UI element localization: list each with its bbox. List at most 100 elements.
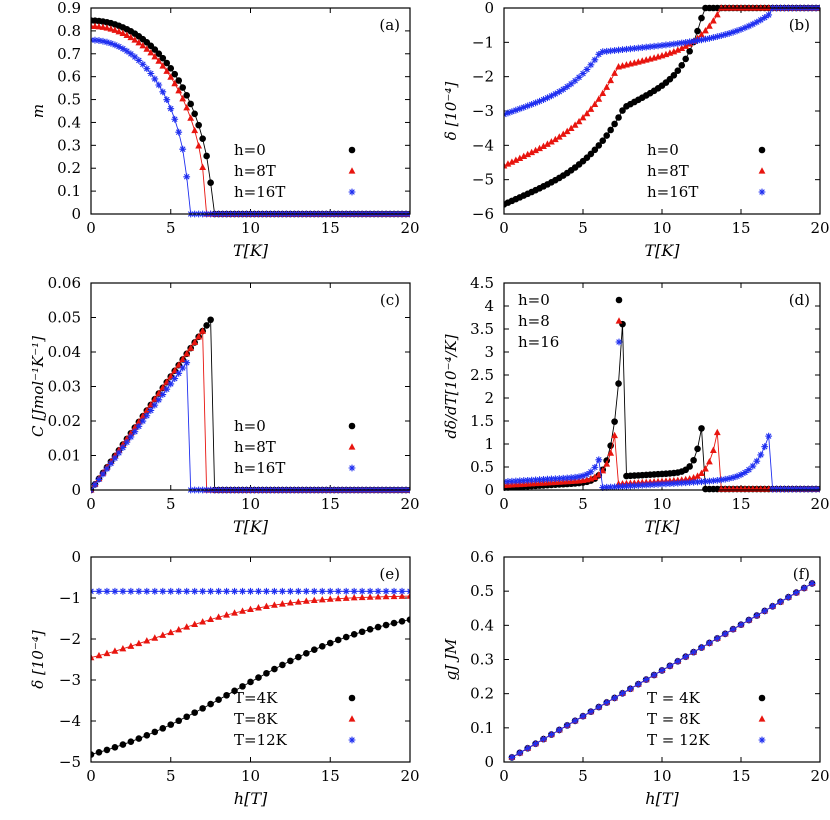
data-point xyxy=(263,602,270,610)
data-point xyxy=(619,483,626,490)
legend-marker xyxy=(758,167,766,174)
x-tick-label: 10 xyxy=(241,495,260,513)
data-point xyxy=(163,67,171,74)
y-tick-label: −4 xyxy=(472,136,494,154)
panel-label: (b) xyxy=(789,16,810,34)
chart-panel-b: 0 5 10 15 20 −6 −5 −4 −3 −2 −1 0 T[K] δ [10⁻⁴] (b) h=0 h… xyxy=(442,0,830,260)
data-point xyxy=(179,84,187,91)
data-point xyxy=(548,475,555,483)
data-point xyxy=(674,40,682,47)
data-point xyxy=(191,338,199,346)
data-point xyxy=(167,73,175,80)
data-point xyxy=(729,474,737,481)
data-point xyxy=(595,50,603,58)
data-point xyxy=(191,620,199,628)
data-point xyxy=(540,96,547,103)
data-point xyxy=(382,592,390,600)
data-point xyxy=(619,107,626,114)
data-point xyxy=(555,133,563,140)
data-point xyxy=(350,631,358,638)
data-point xyxy=(203,322,210,329)
y-tick-label: 4.5 xyxy=(470,274,494,292)
data-point xyxy=(694,478,701,486)
y-axis-label: δ [10⁻⁴] xyxy=(29,630,47,689)
data-point xyxy=(638,481,646,489)
data-point xyxy=(111,26,119,33)
panel-label: (a) xyxy=(379,16,400,34)
legend-label: h=0 xyxy=(647,141,679,159)
plot-frame xyxy=(90,282,411,491)
data-point xyxy=(207,615,215,623)
data-point xyxy=(143,45,151,52)
data-point xyxy=(777,598,784,606)
plot-frame xyxy=(503,556,821,763)
data-point xyxy=(737,471,745,479)
data-point xyxy=(682,653,690,661)
data-point xyxy=(781,485,788,493)
x-tick-label: 15 xyxy=(731,767,750,785)
y-tick-label: 3.5 xyxy=(470,320,494,338)
y-tick-label: 0.2 xyxy=(57,159,81,177)
data-point xyxy=(627,685,634,693)
data-point xyxy=(119,741,127,748)
data-point xyxy=(215,696,222,703)
chart-panel-a: 0 5 10 15 20 0 0.1 0.2 0.3 0.4 0.5 0.6 0.7 0.8 0.9 T[K]… xyxy=(29,0,420,260)
data-point xyxy=(698,14,705,22)
data-point xyxy=(167,105,175,113)
legend-marker xyxy=(758,715,766,722)
y-tick-label: −2 xyxy=(472,68,494,86)
x-axis-label: T[K] xyxy=(233,517,269,536)
data-point xyxy=(175,587,183,595)
data-point xyxy=(603,83,611,90)
data-point xyxy=(603,132,610,139)
data-point xyxy=(804,485,812,493)
data-point xyxy=(382,587,390,595)
data-point xyxy=(524,744,532,752)
data-point xyxy=(111,647,119,654)
data-point xyxy=(135,422,143,430)
data-point xyxy=(524,476,532,484)
data-point xyxy=(571,473,579,481)
data-point xyxy=(587,468,595,476)
x-tick-label: 20 xyxy=(400,219,419,237)
data-point xyxy=(579,70,587,77)
data-point xyxy=(512,477,520,485)
data-point xyxy=(95,37,103,44)
data-point xyxy=(167,65,175,72)
data-point xyxy=(167,372,175,380)
data-point xyxy=(567,474,575,482)
data-point xyxy=(374,623,382,631)
data-point xyxy=(583,66,591,73)
data-point xyxy=(571,121,579,128)
data-point xyxy=(295,653,302,661)
data-point xyxy=(706,639,713,647)
y-tick-label: −5 xyxy=(59,753,81,771)
plot-frame xyxy=(503,7,821,215)
data-point xyxy=(111,744,119,751)
x-tick-label: 0 xyxy=(86,219,96,237)
y-tick-label: 0.9 xyxy=(57,0,81,17)
data-point xyxy=(207,179,214,187)
data-point xyxy=(694,37,701,44)
x-tick-label: 5 xyxy=(578,495,588,513)
legend-label: h=8 xyxy=(518,312,550,330)
data-point xyxy=(800,485,808,493)
data-point xyxy=(611,418,618,425)
data-point xyxy=(607,47,615,55)
data-point xyxy=(183,713,190,721)
y-axis-label: m xyxy=(29,104,47,118)
data-point xyxy=(512,106,520,114)
data-point xyxy=(95,475,103,483)
data-point xyxy=(769,485,776,493)
data-point xyxy=(398,587,406,595)
data-point xyxy=(528,148,536,156)
x-tick-label: 10 xyxy=(652,767,671,785)
data-point xyxy=(741,469,749,476)
data-point xyxy=(171,70,179,78)
data-point xyxy=(721,31,729,38)
y-tick-label: 0.3 xyxy=(470,651,494,669)
data-point xyxy=(406,592,410,599)
data-point xyxy=(670,71,678,79)
data-point xyxy=(263,587,270,595)
data-point xyxy=(634,44,642,52)
